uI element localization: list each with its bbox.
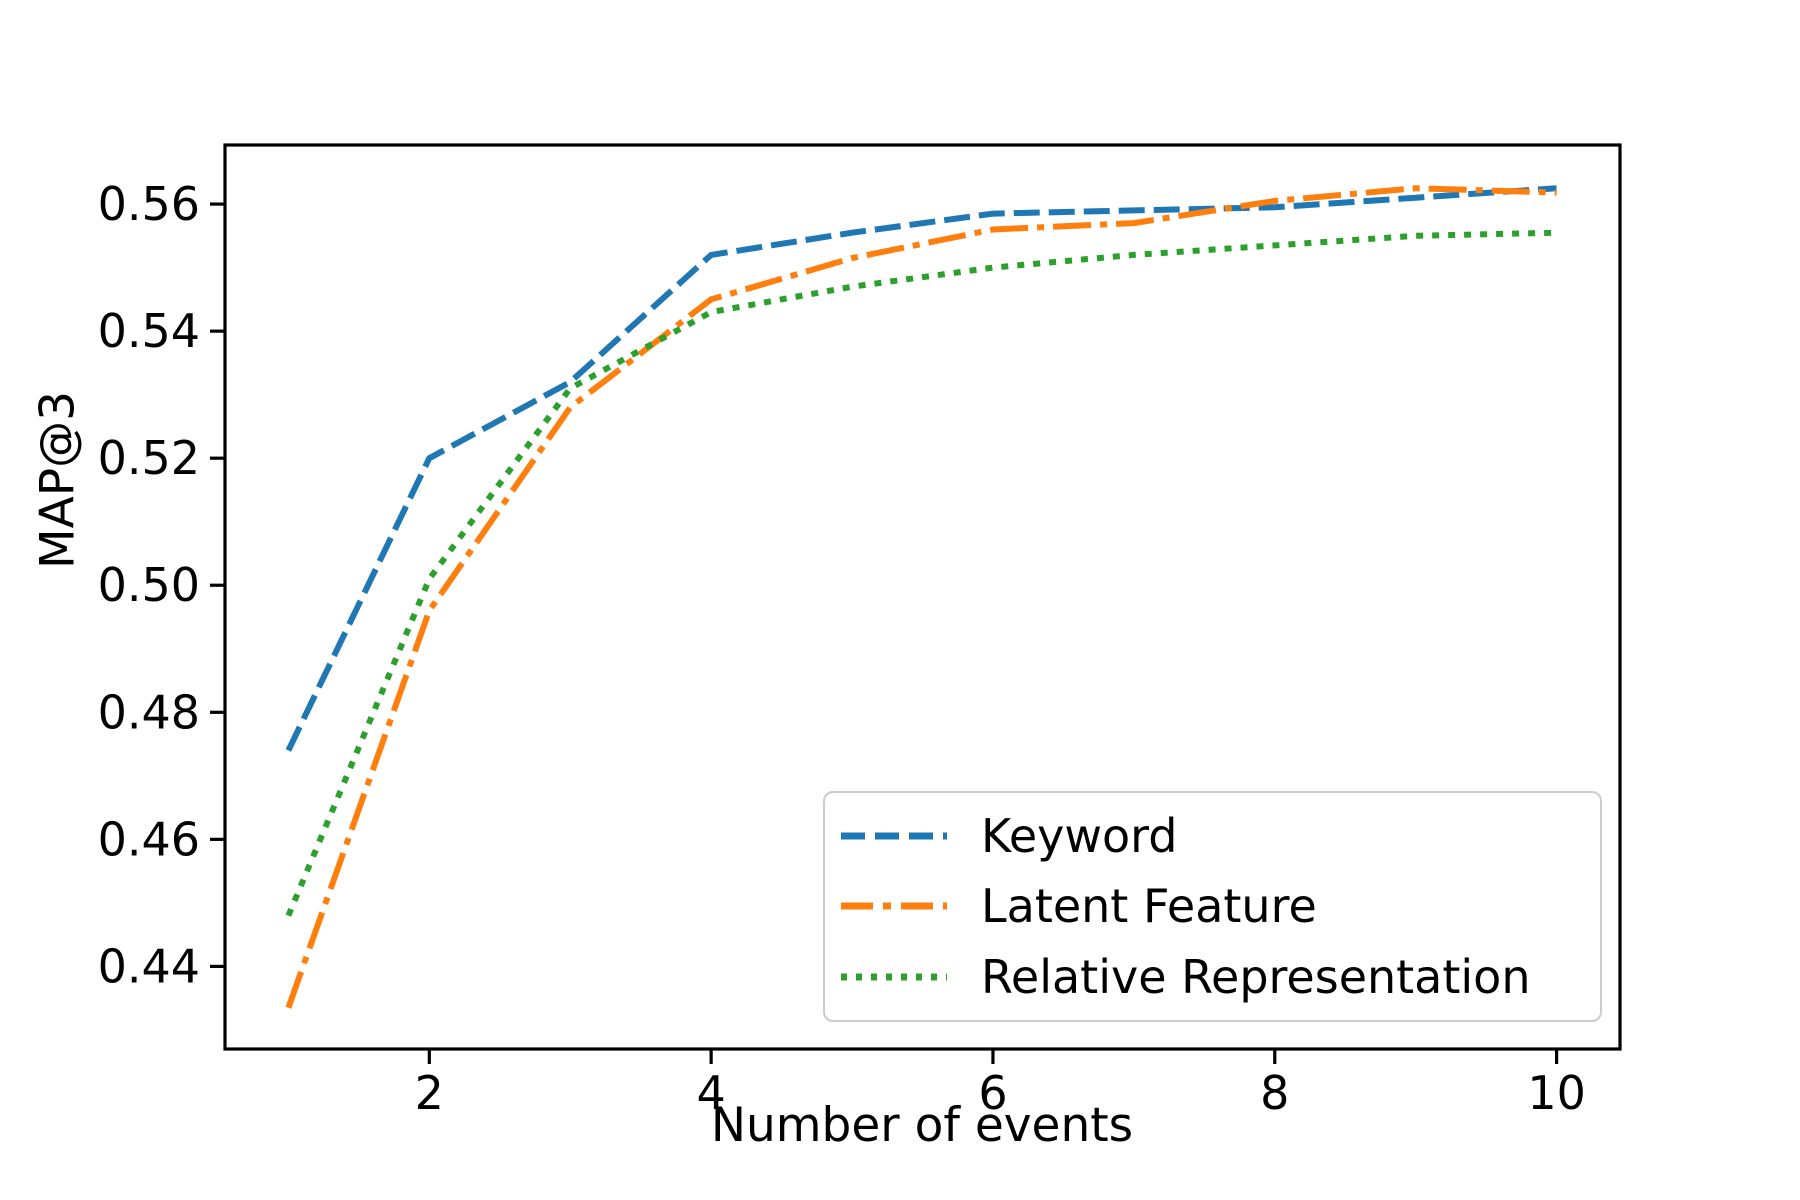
x-tick-label: 2 xyxy=(415,1066,444,1120)
x-axis-label: Number of events xyxy=(710,1098,1134,1153)
legend-item-relative-representation: Relative Representation xyxy=(839,950,1586,1004)
y-tick-label: 0.48 xyxy=(98,685,200,739)
x-tick-label: 10 xyxy=(1527,1066,1586,1120)
plot-border xyxy=(223,143,1622,1051)
y-tick-label: 0.52 xyxy=(98,431,200,485)
keyword-line-sample-icon xyxy=(841,832,947,840)
x-tick-label: 6 xyxy=(978,1066,1007,1120)
legend-label-keyword: Keyword xyxy=(981,809,1178,864)
relative-representation-line-sample-icon xyxy=(841,973,947,981)
x-tick-label: 4 xyxy=(696,1066,725,1120)
series-line-keyword xyxy=(285,185,1557,752)
x-tick-label: 8 xyxy=(1260,1066,1289,1120)
y-tick-label: 0.46 xyxy=(98,812,200,866)
legend-label-latent-feature: Latent Feature xyxy=(981,879,1317,934)
legend-item-latent-feature: Latent Feature xyxy=(839,879,1586,933)
legend: Keyword Latent Feature Relative Represen… xyxy=(823,791,1602,1022)
series-line-relative-representation xyxy=(285,229,1557,917)
y-tick-label: 0.54 xyxy=(98,304,200,358)
y-axis-label: MAP@3 xyxy=(30,391,86,569)
y-tick-label: 0.50 xyxy=(98,558,200,612)
latent-feature-line-sample-icon xyxy=(841,902,947,910)
y-tick-label: 0.44 xyxy=(98,939,200,993)
y-tick-label: 0.56 xyxy=(98,177,200,231)
legend-label-relative-representation: Relative Representation xyxy=(981,949,1531,1004)
legend-item-keyword: Keyword xyxy=(839,809,1586,863)
